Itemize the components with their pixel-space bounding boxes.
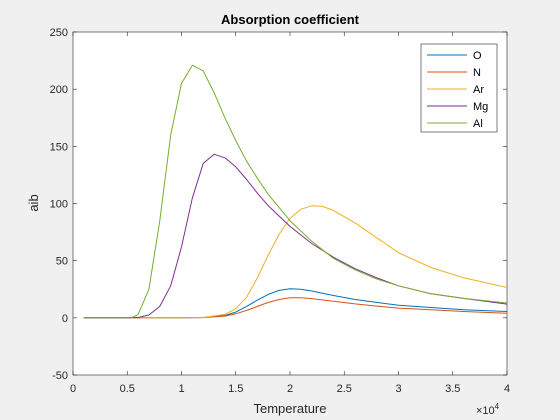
x-tick-label: 2.5	[337, 383, 352, 395]
y-axis-label: aib	[26, 194, 41, 211]
x-axis-label: Temperature	[254, 401, 327, 416]
x-tick-label: 3.5	[445, 383, 460, 395]
x-tick-label: 3	[395, 383, 401, 395]
legend-label-mg: Mg	[473, 101, 488, 113]
legend-label-ar: Ar	[473, 84, 484, 96]
y-tick-label: 150	[50, 141, 68, 153]
series-line-al	[83, 64, 508, 319]
series-line-ar	[83, 205, 508, 319]
x-tick-label: 1	[178, 383, 184, 395]
x-tick-label: 1.5	[228, 383, 243, 395]
legend: ON Ar Mg Al	[420, 43, 498, 133]
x-tick-label: 0.5	[120, 383, 135, 395]
y-tick-label: -50	[52, 370, 68, 382]
x-tick-label: 0	[70, 383, 76, 395]
legend-label-al: Al	[473, 118, 483, 130]
y-tick-label: 200	[50, 84, 68, 96]
y-tick-label: 250	[50, 27, 68, 39]
series-line-mg	[83, 153, 508, 319]
y-tick-label: 50	[56, 256, 68, 268]
x-exponent-label: ×104	[476, 402, 500, 417]
legend-label-o: O	[473, 50, 482, 62]
legend-label-n: N	[473, 67, 481, 79]
x-tick-label: 2	[287, 383, 293, 395]
x-tick-label: 4	[504, 383, 510, 395]
legend-box	[420, 43, 498, 133]
series-lines	[83, 64, 508, 319]
chart-title: Absorption coefficient	[221, 12, 360, 27]
y-tick-label: 100	[50, 199, 68, 211]
y-tick-label: 0	[62, 313, 68, 325]
